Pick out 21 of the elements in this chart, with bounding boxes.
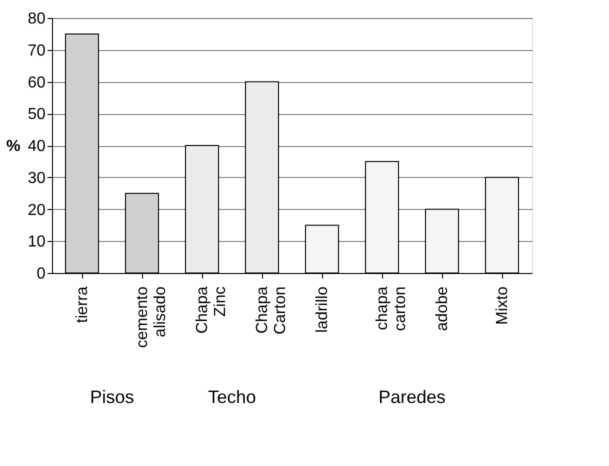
y-tick-label: 50 bbox=[28, 106, 46, 124]
y-tick-label: 70 bbox=[28, 42, 46, 60]
x-tick-label: cemento alisado bbox=[134, 286, 169, 348]
y-tick-label: 0 bbox=[36, 266, 46, 282]
y-tick-label: 30 bbox=[28, 170, 46, 187]
x-tick-label: Chapa Carton bbox=[254, 286, 289, 335]
text: Paredes bbox=[378, 387, 446, 407]
x-tick-label: ladrillo bbox=[314, 286, 331, 333]
y-tick-label: 80 bbox=[28, 10, 46, 28]
y-tick-label: 40 bbox=[28, 138, 46, 155]
y-axis-title: % bbox=[6, 138, 20, 155]
y-tick-label: 60 bbox=[28, 74, 46, 92]
x-tick-label: adobe bbox=[434, 286, 451, 331]
text: Techo bbox=[208, 387, 256, 407]
x-tick-label: tierra bbox=[74, 286, 91, 323]
x-tick-label: chapa carton bbox=[374, 286, 409, 331]
x-tick-label: Chapa Zinc bbox=[194, 286, 229, 334]
text: Pisos bbox=[90, 387, 134, 407]
y-tick-label: 20 bbox=[28, 202, 46, 219]
x-tick-label: Mixto bbox=[494, 286, 511, 325]
y-tick-label: 10 bbox=[28, 234, 46, 251]
